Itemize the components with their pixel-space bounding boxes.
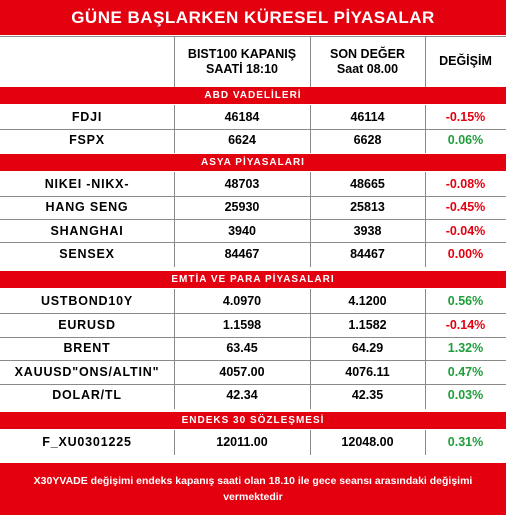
last-value: 84467 [350, 246, 385, 261]
grid-line [425, 430, 426, 455]
last-value: 64.29 [351, 341, 384, 355]
instrument-name: FSPX [69, 133, 105, 147]
section-header: ASYA PİYASALARI [0, 154, 506, 171]
last-value: 25813 [350, 200, 385, 215]
instrument-name: USTBOND10Y [40, 294, 134, 308]
close-value: 1.1598 [222, 317, 262, 332]
change-value: 0.03% [447, 388, 484, 402]
grid-line [0, 128, 506, 130]
close-value: 48703 [224, 177, 260, 191]
change-value: -0.04% [445, 223, 486, 238]
close-value: 63.45 [226, 341, 258, 355]
instrument-name: HANG SENG [45, 200, 129, 215]
grid-line [0, 313, 506, 314]
table-row: F_XU0301225 12011.00 12048.00 0.31% [0, 432, 506, 452]
last-value: 4.1200 [348, 294, 387, 308]
close-value: 46184 [224, 110, 260, 124]
table-row: EURUSD 1.1598 1.1582 -0.14% [0, 315, 506, 335]
table-row: FSPX 6624 6628 0.06% [0, 130, 506, 150]
section-header: ENDEKS 30 SÖZLEŞMESİ [0, 412, 506, 429]
table-row: USTBOND10Y 4.0970 4.1200 0.56% [0, 291, 506, 311]
grid-line [425, 36, 426, 87]
instrument-name: FDJI [71, 110, 103, 124]
table-row: XAUUSD"ONS/ALTIN" 4057.00 4076.11 0.47% [0, 362, 506, 382]
grid-line [0, 383, 506, 385]
page-title: GÜNE BAŞLARKEN KÜRESEL PİYASALAR [0, 0, 506, 35]
instrument-name: DOLAR/TL [52, 388, 122, 402]
change-value: -0.08% [445, 177, 486, 191]
grid-line [425, 289, 426, 409]
instrument-name: EURUSD [58, 317, 116, 332]
last-value: 3938 [353, 223, 382, 238]
change-value: -0.45% [445, 200, 486, 215]
change-value: -0.14% [445, 317, 486, 332]
column-header-last: SON DEĞER Saat 08.00 [329, 46, 405, 76]
grid-line [174, 289, 175, 409]
close-value: 4057.00 [219, 364, 265, 379]
section-header: ABD VADELİLERİ [0, 87, 506, 104]
grid-line [310, 289, 311, 409]
change-value: 0.06% [447, 133, 484, 147]
grid-line [0, 195, 506, 197]
instrument-name: F_XU0301225 [42, 435, 132, 449]
footer-note: X30YVADE değişimi endeks kapanış saati o… [0, 463, 506, 515]
instrument-name: SENSEX [59, 246, 115, 261]
change-value: 0.31% [447, 435, 484, 449]
grid-line [174, 430, 175, 455]
instrument-name: XAUUSD"ONS/ALTIN" [14, 364, 160, 379]
grid-line [0, 242, 506, 244]
grid-line [0, 336, 506, 338]
table-row: SHANGHAI 3940 3938 -0.04% [0, 221, 506, 241]
last-value: 46114 [350, 110, 385, 124]
change-value: 0.47% [447, 364, 484, 379]
close-value: 84467 [224, 246, 260, 261]
grid-line [310, 430, 311, 455]
change-value: 0.00% [447, 246, 484, 261]
grid-line [174, 36, 175, 87]
last-value: 42.35 [351, 388, 384, 402]
table-row: BRENT 63.45 64.29 1.32% [0, 338, 506, 358]
change-value: 1.32% [447, 341, 484, 355]
section-header: EMTİA VE PARA PİYASALARI [0, 271, 506, 288]
table-row: NIKEI -NIKX- 48703 48665 -0.08% [0, 174, 506, 194]
close-value: 4.0970 [222, 294, 262, 308]
grid-line [0, 219, 506, 221]
grid-line [0, 36, 506, 37]
close-value: 3940 [228, 223, 256, 238]
grid-line [310, 36, 311, 87]
table-row: DOLAR/TL 42.34 42.35 0.03% [0, 385, 506, 405]
column-header-change: DEĞİŞİM [439, 54, 492, 68]
close-value: 42.34 [226, 388, 258, 402]
close-value: 12011.00 [216, 435, 268, 449]
last-value: 12048.00 [341, 435, 394, 449]
close-value: 25930 [224, 200, 260, 215]
instrument-name: NIKEI -NIKX- [44, 177, 130, 191]
column-header-close: BIST100 KAPANIŞ SAATİ 18:10 [187, 46, 297, 76]
table-row: SENSEX 84467 84467 0.00% [0, 244, 506, 264]
instrument-name: BRENT [63, 341, 111, 355]
table-row: HANG SENG 25930 25813 -0.45% [0, 197, 506, 217]
grid-line [0, 360, 506, 361]
change-value: 0.56% [447, 294, 484, 308]
instrument-name: SHANGHAI [50, 223, 124, 238]
last-value: 6628 [353, 133, 382, 147]
last-value: 48665 [350, 177, 385, 191]
change-value: -0.15% [445, 110, 486, 124]
table-row: FDJI 46184 46114 -0.15% [0, 107, 506, 127]
close-value: 6624 [228, 133, 256, 147]
last-value: 4076.11 [345, 364, 390, 379]
last-value: 1.1582 [348, 317, 387, 332]
